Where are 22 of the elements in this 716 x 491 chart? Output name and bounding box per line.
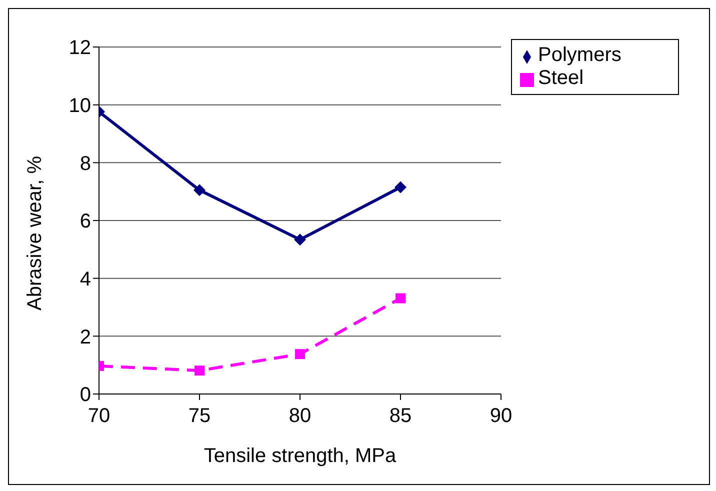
point [194, 366, 204, 376]
point [294, 234, 306, 246]
point [394, 181, 406, 194]
point [194, 184, 206, 196]
y-tick-label: 4 [80, 268, 91, 290]
x-tick-label: 90 [490, 405, 512, 428]
y-tick-label: 2 [80, 326, 91, 348]
y-axis-title: Abrasive wear, % [24, 156, 46, 310]
y-tick-label: 6 [80, 210, 91, 233]
point [396, 293, 406, 304]
y-tick-label: 8 [80, 152, 91, 175]
x-tick-label: 75 [188, 405, 211, 428]
y-tick-label: 0 [80, 384, 91, 406]
y-tick-label: 10 [68, 94, 91, 117]
legend-label: Polymers [538, 44, 622, 66]
y-tick-label: 12 [68, 37, 91, 60]
point [295, 349, 305, 360]
x-tick-label: 85 [389, 405, 412, 428]
x-tick-label: 80 [288, 405, 312, 428]
x-tick-label: 70 [88, 405, 110, 428]
x-axis-title: Tensile strength, MPa [204, 445, 398, 467]
legend-label: Steel [538, 67, 584, 89]
